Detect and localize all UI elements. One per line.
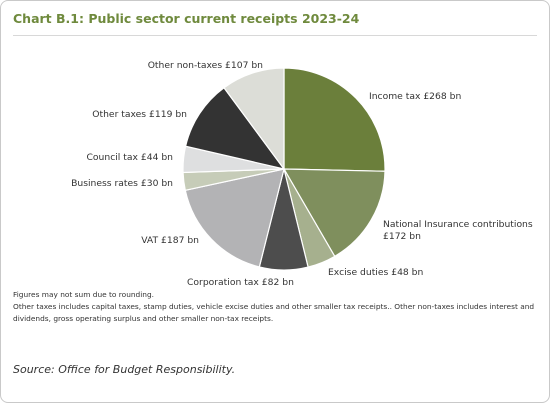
category-label: VAT: [141, 235, 158, 246]
value-label: £268 bn: [423, 91, 461, 102]
title-rule: [13, 35, 537, 36]
category-label: Corporation tax: [187, 277, 259, 288]
value-label: £119 bn: [149, 109, 187, 120]
category-label: National Insurance contributions: [383, 219, 533, 230]
note: Other taxes includes capital taxes, stam…: [13, 302, 535, 323]
value-label: £82 bn: [262, 277, 294, 288]
value-label: £172 bn: [383, 231, 421, 242]
slice-label: VAT £187 bn: [141, 235, 199, 246]
slice-label: Corporation tax £82 bn: [187, 277, 294, 288]
category-label: Excise duties: [328, 267, 389, 278]
pie-slice: [282, 168, 386, 258]
pie-slice: [184, 168, 285, 268]
value-label: £44 bn: [141, 152, 173, 163]
value-label: £187 bn: [161, 235, 199, 246]
slice-label: Excise duties £48 bn: [328, 267, 424, 278]
value-label: £48 bn: [391, 267, 423, 278]
category-label: Other non-taxes: [148, 60, 223, 71]
notes: Figures may not sum due to rounding. Oth…: [13, 289, 538, 325]
slice-label: Income tax £268 bn: [369, 91, 461, 102]
source: Source: Office for Budget Responsibility…: [13, 363, 236, 376]
chart-title: Chart B.1: Public sector current receipt…: [13, 11, 360, 26]
pie-slice: [283, 67, 386, 172]
category-label: Other taxes: [92, 109, 146, 120]
slice-label: Other taxes £119 bn: [92, 109, 187, 120]
pie-slice: [184, 86, 286, 170]
slice-label: Business rates £30 bn: [71, 178, 173, 189]
note: Figures may not sum due to rounding.: [13, 290, 155, 299]
slice-label: National Insurance contributions £172 bn: [383, 219, 533, 242]
category-label: Council tax: [87, 152, 139, 163]
category-label: Business rates: [71, 178, 138, 189]
value-label: £107 bn: [225, 60, 263, 71]
slice-label: Other non-taxes £107 bn: [148, 60, 263, 71]
category-label: Income tax: [369, 91, 421, 102]
chart: Income tax £268 bn National Insurance con…: [71, 60, 533, 288]
value-label: £30 bn: [141, 178, 173, 189]
pie-slice: [223, 67, 285, 171]
slice-label: Council tax £44 bn: [87, 152, 174, 163]
